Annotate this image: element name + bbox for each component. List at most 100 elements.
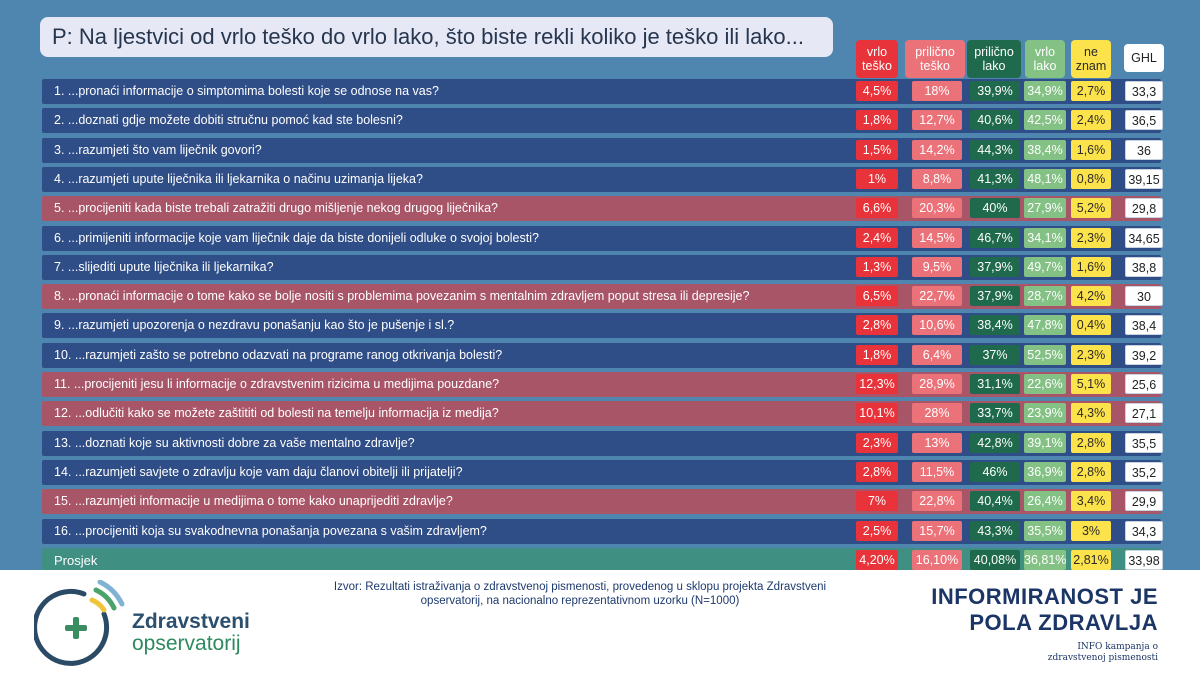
cell-vrlo-tesko: 7% — [856, 491, 898, 511]
header-ne-znam: ne znam — [1071, 40, 1111, 78]
header-prilicno-lako: prilično lako — [967, 40, 1021, 78]
cell-vrlo-lako: 36,9% — [1024, 462, 1066, 482]
plus-signal-icon — [34, 580, 125, 666]
header-vrlo-tesko-label: vrlo teško — [862, 45, 892, 73]
cell-prilicno-tesko: 20,3% — [912, 198, 962, 218]
row-label: 7. ...slijediti upute liječnika ili ljek… — [54, 260, 274, 274]
cell-prilicno-tesko: 14,5% — [912, 228, 962, 248]
cell-ghl: 39,2 — [1125, 345, 1163, 365]
cell-prilicno-lako: 40,4% — [970, 491, 1020, 511]
cell-vrlo-lako: 28,7% — [1024, 286, 1066, 306]
row-label: 2. ...doznati gdje možete dobiti stručnu… — [54, 113, 403, 127]
cell-vrlo-lako: 52,5% — [1024, 345, 1066, 365]
cell-vrlo-lako: 36,81% — [1024, 550, 1066, 570]
row-label: 4. ...razumjeti upute liječnika ili ljek… — [54, 172, 423, 186]
cell-ghl: 34,65 — [1125, 228, 1163, 248]
header-prilicno-lako-label: prilično lako — [974, 45, 1014, 73]
footer: Zdravstveni opservatorij Izvor: Rezultat… — [0, 570, 1200, 682]
cell-ne-znam: 3% — [1071, 521, 1111, 541]
cell-vrlo-lako: 39,1% — [1024, 433, 1066, 453]
cell-vrlo-lako: 35,5% — [1024, 521, 1066, 541]
cell-ne-znam: 5,2% — [1071, 198, 1111, 218]
cell-prilicno-lako: 46% — [970, 462, 1020, 482]
row-label: 16. ...procijeniti koja su svakodnevna p… — [54, 524, 487, 538]
cell-prilicno-tesko: 8,8% — [912, 169, 962, 189]
cell-vrlo-tesko: 1,3% — [856, 257, 898, 277]
cell-prilicno-lako: 33,7% — [970, 403, 1020, 423]
cell-vrlo-tesko: 1,8% — [856, 110, 898, 130]
header-prilicno-tesko: prilično teško — [905, 40, 965, 78]
cell-prilicno-lako: 37,9% — [970, 286, 1020, 306]
cell-ne-znam: 3,4% — [1071, 491, 1111, 511]
cell-prilicno-tesko: 14,2% — [912, 140, 962, 160]
campaign-line2: zdravstvenoj pismenosti — [1047, 653, 1158, 663]
row-label: 12. ...odlučiti kako se možete zaštititi… — [54, 406, 499, 420]
cell-ghl: 29,8 — [1125, 198, 1163, 218]
cell-ghl: 38,4 — [1125, 315, 1163, 335]
cell-prilicno-tesko: 22,7% — [912, 286, 962, 306]
header-ghl-label: GHL — [1131, 51, 1157, 65]
row-label: 9. ...razumjeti upozorenja o nezdravu po… — [54, 318, 455, 332]
cell-vrlo-lako: 49,7% — [1024, 257, 1066, 277]
cell-ghl: 35,2 — [1125, 462, 1163, 482]
cell-prilicno-tesko: 15,7% — [912, 521, 962, 541]
campaign-line1: INFO kampanja o — [1077, 642, 1158, 652]
cell-vrlo-tesko: 6,6% — [856, 198, 898, 218]
cell-prilicno-tesko: 13% — [912, 433, 962, 453]
chart-panel: P: Na ljestvici od vrlo teško do vrlo la… — [0, 0, 1200, 573]
cell-vrlo-lako: 26,4% — [1024, 491, 1066, 511]
cell-prilicno-lako: 39,9% — [970, 81, 1020, 101]
cell-ghl: 29,9 — [1125, 491, 1163, 511]
cell-prilicno-lako: 38,4% — [970, 315, 1020, 335]
cell-ghl: 30 — [1125, 286, 1163, 306]
tagline-line1: INFORMIRANOST JE — [931, 584, 1158, 609]
cell-vrlo-tesko: 2,8% — [856, 462, 898, 482]
header-ghl: GHL — [1124, 44, 1164, 72]
cell-ne-znam: 2,81% — [1071, 550, 1111, 570]
cell-vrlo-tesko: 2,5% — [856, 521, 898, 541]
cell-prilicno-lako: 37,9% — [970, 257, 1020, 277]
cell-prilicno-tesko: 16,10% — [912, 550, 962, 570]
cell-ne-znam: 2,8% — [1071, 433, 1111, 453]
cell-prilicno-lako: 40% — [970, 198, 1020, 218]
cell-vrlo-tesko: 6,5% — [856, 286, 898, 306]
cell-ne-znam: 0,8% — [1071, 169, 1111, 189]
row-label: 1. ...pronaći informacije o simptomima b… — [54, 84, 439, 98]
cell-prilicno-lako: 46,7% — [970, 228, 1020, 248]
row-label: 8. ...pronaći informacije o tome kako se… — [54, 289, 750, 303]
row-label: 15. ...razumjeti informacije u medijima … — [54, 494, 453, 508]
cell-ne-znam: 1,6% — [1071, 140, 1111, 160]
cell-prilicno-tesko: 11,5% — [912, 462, 962, 482]
cell-prilicno-lako: 31,1% — [970, 374, 1020, 394]
cell-vrlo-tesko: 4,20% — [856, 550, 898, 570]
cell-prilicno-tesko: 12,7% — [912, 110, 962, 130]
cell-ghl: 36 — [1125, 140, 1163, 160]
header-vrlo-tesko: vrlo teško — [856, 40, 898, 78]
question-title: P: Na ljestvici od vrlo teško do vrlo la… — [40, 17, 833, 57]
cell-vrlo-lako: 34,9% — [1024, 81, 1066, 101]
cell-vrlo-tesko: 2,4% — [856, 228, 898, 248]
cell-ne-znam: 4,3% — [1071, 403, 1111, 423]
cell-vrlo-tesko: 1% — [856, 169, 898, 189]
cell-prilicno-lako: 41,3% — [970, 169, 1020, 189]
source-note: Izvor: Rezultati istraživanja o zdravstv… — [333, 581, 827, 607]
cell-prilicno-tesko: 10,6% — [912, 315, 962, 335]
cell-vrlo-lako: 23,9% — [1024, 403, 1066, 423]
cell-ne-znam: 1,6% — [1071, 257, 1111, 277]
cell-vrlo-tesko: 10,1% — [856, 403, 898, 423]
cell-vrlo-lako: 42,5% — [1024, 110, 1066, 130]
cell-ne-znam: 0,4% — [1071, 315, 1111, 335]
cell-prilicno-tesko: 9,5% — [912, 257, 962, 277]
row-label: 13. ...doznati koje su aktivnosti dobre … — [54, 436, 415, 450]
cell-prilicno-tesko: 28,9% — [912, 374, 962, 394]
cell-ne-znam: 4,2% — [1071, 286, 1111, 306]
cell-vrlo-lako: 34,1% — [1024, 228, 1066, 248]
row-label: 5. ...procijeniti kada biste trebali zat… — [54, 201, 498, 215]
cell-ghl: 39,15 — [1125, 169, 1163, 189]
cell-prilicno-tesko: 22,8% — [912, 491, 962, 511]
cell-ghl: 36,5 — [1125, 110, 1163, 130]
cell-vrlo-tesko: 4,5% — [856, 81, 898, 101]
cell-ne-znam: 2,8% — [1071, 462, 1111, 482]
cell-ne-znam: 5,1% — [1071, 374, 1111, 394]
cell-vrlo-tesko: 12,3% — [856, 374, 898, 394]
